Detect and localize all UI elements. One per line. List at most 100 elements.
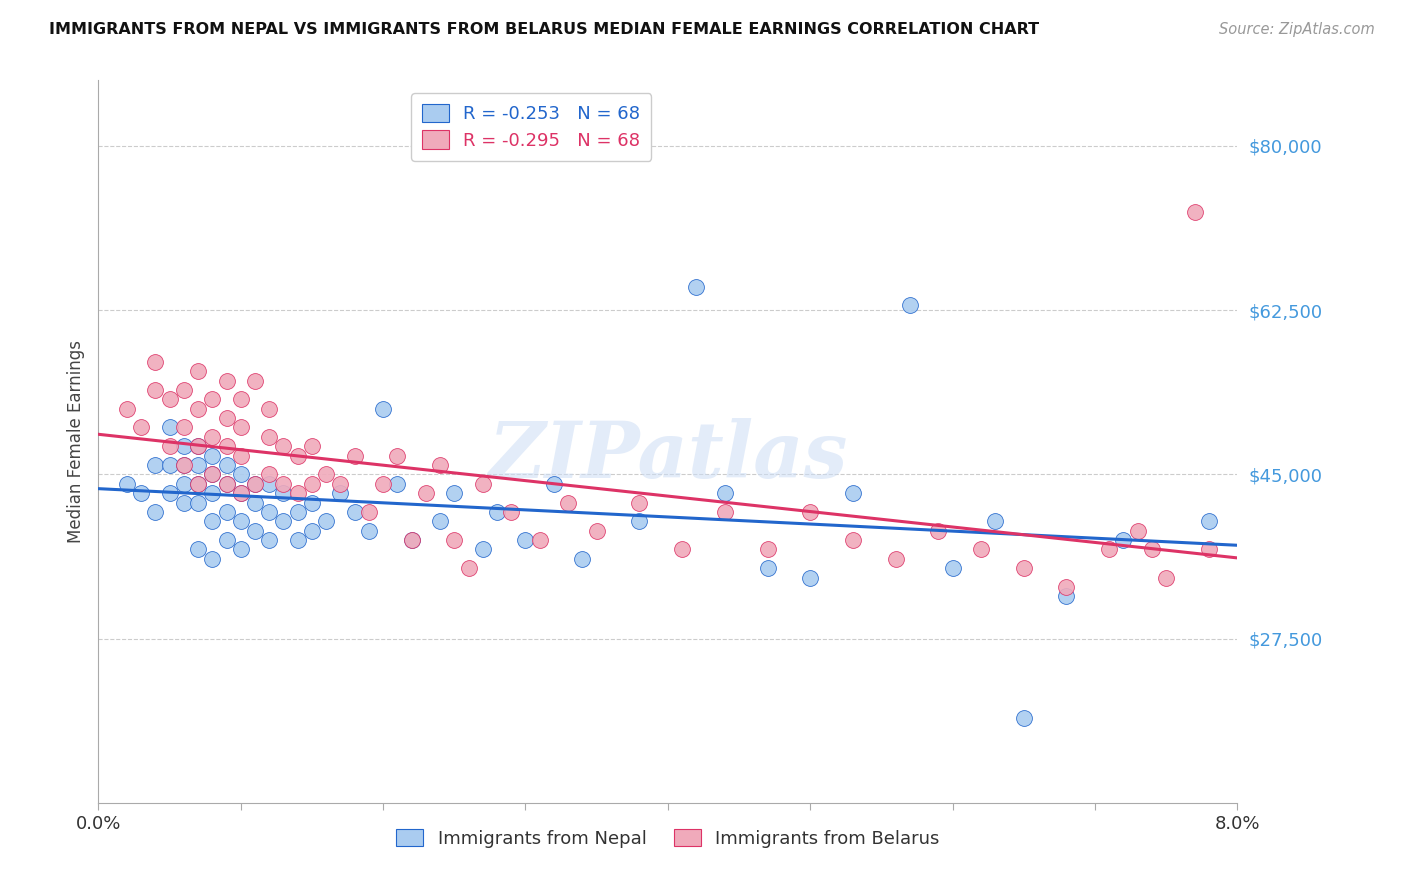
Point [229, 514, 252, 528]
Point [1056, 580, 1078, 594]
Point [187, 458, 209, 472]
Y-axis label: Median Female Earnings: Median Female Earnings [66, 340, 84, 543]
Point [287, 533, 309, 547]
Point [187, 439, 209, 453]
Point [471, 476, 494, 491]
Text: ZIPatlas: ZIPatlas [488, 417, 848, 494]
Point [187, 364, 209, 378]
Point [287, 486, 309, 500]
Point [571, 551, 593, 566]
Point [1154, 571, 1177, 585]
Point [259, 467, 281, 482]
Point [842, 533, 865, 547]
Point [371, 401, 394, 416]
Point [984, 514, 1007, 528]
Point [927, 524, 949, 538]
Point [329, 476, 352, 491]
Point [173, 495, 195, 509]
Point [756, 542, 779, 557]
Point [259, 476, 281, 491]
Point [515, 533, 537, 547]
Point [201, 467, 224, 482]
Point [173, 476, 195, 491]
Point [159, 392, 181, 407]
Point [173, 439, 195, 453]
Point [159, 439, 181, 453]
Point [457, 561, 479, 575]
Point [529, 533, 551, 547]
Point [129, 420, 152, 434]
Point [187, 476, 209, 491]
Point [201, 467, 224, 482]
Point [115, 476, 138, 491]
Point [884, 551, 907, 566]
Point [429, 458, 451, 472]
Point [415, 486, 437, 500]
Point [898, 298, 921, 312]
Point [343, 505, 366, 519]
Point [671, 542, 693, 557]
Point [471, 542, 494, 557]
Point [145, 505, 167, 519]
Point [557, 495, 579, 509]
Point [187, 439, 209, 453]
Point [159, 486, 181, 500]
Point [501, 505, 523, 519]
Point [799, 505, 821, 519]
Point [585, 524, 607, 538]
Point [187, 476, 209, 491]
Point [215, 439, 238, 453]
Point [145, 458, 167, 472]
Legend: Immigrants from Nepal, Immigrants from Belarus: Immigrants from Nepal, Immigrants from B… [389, 822, 946, 855]
Point [443, 533, 465, 547]
Point [201, 430, 224, 444]
Point [273, 514, 295, 528]
Point [1012, 711, 1035, 725]
Point [187, 401, 209, 416]
Point [187, 495, 209, 509]
Point [273, 486, 295, 500]
Point [443, 486, 465, 500]
Point [229, 467, 252, 482]
Point [387, 449, 409, 463]
Point [371, 476, 394, 491]
Point [1112, 533, 1135, 547]
Point [628, 495, 651, 509]
Point [159, 458, 181, 472]
Point [259, 533, 281, 547]
Point [543, 476, 565, 491]
Point [229, 449, 252, 463]
Point [970, 542, 993, 557]
Text: IMMIGRANTS FROM NEPAL VS IMMIGRANTS FROM BELARUS MEDIAN FEMALE EARNINGS CORRELAT: IMMIGRANTS FROM NEPAL VS IMMIGRANTS FROM… [49, 22, 1039, 37]
Point [301, 439, 323, 453]
Point [243, 374, 266, 388]
Point [329, 486, 352, 500]
Point [756, 561, 779, 575]
Point [942, 561, 965, 575]
Point [1098, 542, 1121, 557]
Point [387, 476, 409, 491]
Point [343, 449, 366, 463]
Point [215, 505, 238, 519]
Point [243, 495, 266, 509]
Point [159, 420, 181, 434]
Point [799, 571, 821, 585]
Point [357, 524, 380, 538]
Point [259, 430, 281, 444]
Point [201, 449, 224, 463]
Point [287, 505, 309, 519]
Point [173, 383, 195, 397]
Point [1056, 590, 1078, 604]
Point [173, 458, 195, 472]
Point [287, 449, 309, 463]
Point [145, 355, 167, 369]
Point [273, 439, 295, 453]
Point [1198, 542, 1220, 557]
Point [1184, 204, 1206, 219]
Point [628, 514, 651, 528]
Point [714, 505, 737, 519]
Point [842, 486, 865, 500]
Point [115, 401, 138, 416]
Point [1140, 542, 1163, 557]
Point [173, 420, 195, 434]
